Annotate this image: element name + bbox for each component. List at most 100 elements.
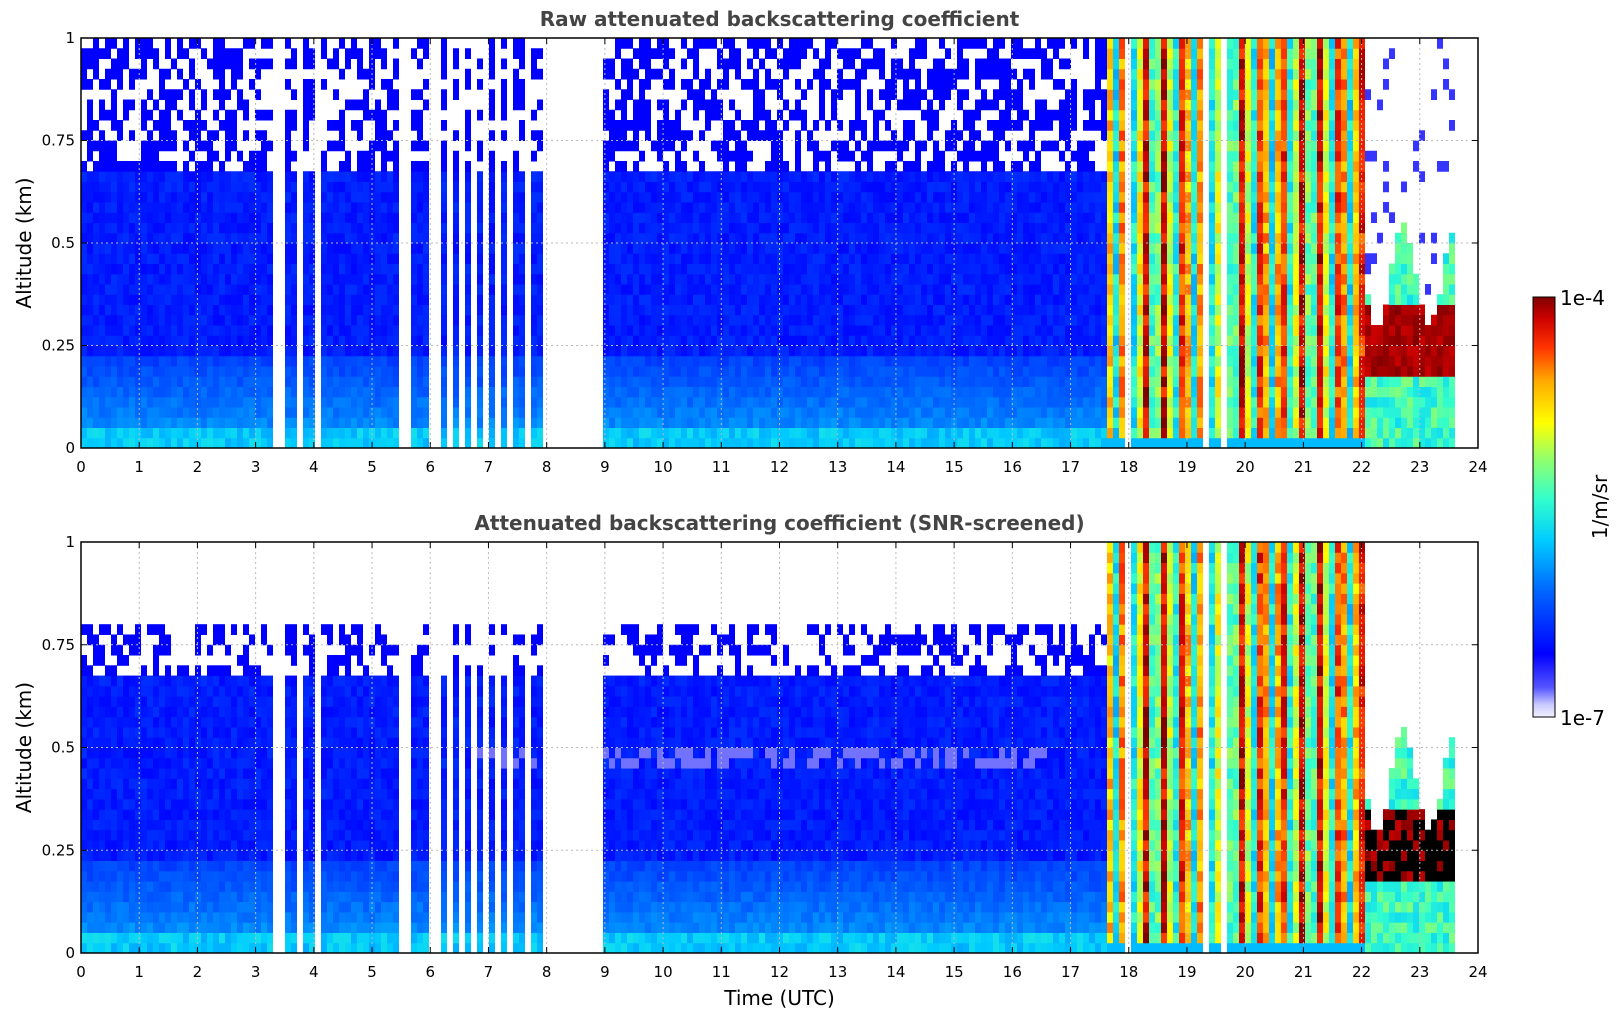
heatmap-cell: [915, 181, 921, 193]
heatmap-cell: [723, 273, 729, 285]
heatmap-cell: [513, 345, 519, 357]
heatmap-cell: [153, 120, 159, 131]
heatmap-cell: [813, 140, 819, 152]
heatmap-cell: [189, 243, 195, 254]
heatmap-cell: [333, 253, 339, 264]
heatmap-cell: [963, 38, 969, 49]
heatmap-cell: [105, 284, 111, 295]
heatmap-cell: [267, 325, 273, 336]
heatmap-cell: [681, 243, 687, 254]
heatmap-cell: [171, 191, 177, 203]
heatmap-cell: [1017, 345, 1023, 357]
heatmap-cell: [777, 109, 783, 121]
heatmap-cell: [381, 48, 387, 59]
heatmap-cell: [981, 263, 987, 275]
heatmap-cell: [1101, 232, 1107, 244]
heatmap-cell: [1029, 376, 1035, 387]
heatmap-cell: [291, 417, 297, 428]
heatmap-cell: [243, 109, 249, 121]
heatmap-cell: [123, 304, 129, 316]
heatmap-cell: [879, 68, 885, 80]
heatmap-cell: [621, 161, 627, 172]
heatmap-cell: [159, 294, 165, 305]
heatmap-cell: [1047, 109, 1053, 121]
heatmap-cell: [1035, 99, 1041, 111]
heatmap-cell: [789, 58, 795, 70]
heatmap-cell: [993, 253, 999, 264]
heatmap-cell: [327, 407, 333, 418]
heatmap-cell: [147, 253, 153, 264]
heatmap-cell: [891, 222, 897, 234]
heatmap-cell: [855, 99, 861, 111]
heatmap-cell: [837, 79, 843, 90]
heatmap-cell: [237, 171, 243, 182]
heatmap-cell: [339, 314, 345, 326]
heatmap-cell: [243, 407, 249, 418]
heatmap-cell: [747, 263, 753, 275]
heatmap-cell: [729, 284, 735, 295]
heatmap-cell: [879, 263, 885, 275]
heatmap-cell: [735, 243, 741, 254]
heatmap-cell: [927, 243, 933, 254]
heatmap-cell: [639, 284, 645, 295]
heatmap-cell: [801, 232, 807, 244]
heatmap-cell: [657, 38, 663, 49]
heatmap-cell: [465, 181, 471, 193]
heatmap-cell: [303, 335, 309, 346]
heatmap-cell: [1029, 130, 1035, 141]
heatmap-cell: [615, 140, 621, 152]
heatmap-cell: [1035, 253, 1041, 264]
heatmap-cell: [759, 325, 765, 336]
heatmap-cell: [825, 437, 831, 449]
heatmap-cell: [903, 161, 909, 172]
heatmap-cell: [855, 345, 861, 357]
heatmap-cell: [813, 294, 819, 305]
heatmap-cell: [807, 253, 813, 264]
heatmap-cell: [879, 355, 885, 367]
heatmap-cell: [453, 263, 459, 275]
heatmap-cell: [621, 89, 627, 100]
heatmap-cell: [285, 140, 291, 152]
heatmap-cell: [969, 314, 975, 326]
heatmap-cell: [387, 222, 393, 234]
heatmap-cell: [285, 130, 291, 141]
heatmap-cell: [105, 396, 111, 408]
heatmap-cell: [417, 130, 423, 141]
heatmap-cell: [759, 355, 765, 367]
heatmap-cell: [333, 89, 339, 100]
heatmap-cell: [627, 407, 633, 418]
heatmap-cell: [693, 38, 699, 49]
heatmap-cell: [819, 191, 825, 203]
heatmap-cell: [321, 212, 327, 223]
heatmap-cell: [891, 314, 897, 326]
heatmap-cell: [207, 294, 213, 305]
heatmap-cell: [531, 314, 537, 326]
heatmap-cell: [951, 202, 957, 213]
heatmap-cell: [1035, 191, 1041, 203]
heatmap-cell: [693, 68, 699, 80]
heatmap-cell: [453, 243, 459, 254]
heatmap-cell: [795, 407, 801, 418]
heatmap-cell: [927, 120, 933, 131]
heatmap-cell: [423, 386, 429, 398]
heatmap-cell: [1077, 376, 1083, 387]
heatmap-cell: [951, 396, 957, 408]
heatmap-cell: [417, 325, 423, 336]
heatmap-cell: [351, 345, 357, 357]
heatmap-cell: [915, 294, 921, 305]
heatmap-cell: [357, 263, 363, 275]
heatmap-cell: [639, 171, 645, 182]
heatmap-cell: [147, 202, 153, 213]
heatmap-cell: [165, 284, 171, 295]
heatmap-cell: [861, 130, 867, 141]
heatmap-cell: [165, 181, 171, 193]
heatmap-cell: [753, 212, 759, 223]
heatmap-cell: [657, 417, 663, 428]
heatmap-cell: [1041, 181, 1047, 193]
heatmap-cell: [261, 314, 267, 326]
heatmap-cell: [849, 120, 855, 131]
heatmap-cell: [195, 396, 201, 408]
heatmap-cell: [963, 58, 969, 70]
heatmap-cell: [963, 294, 969, 305]
heatmap-cell: [663, 345, 669, 357]
